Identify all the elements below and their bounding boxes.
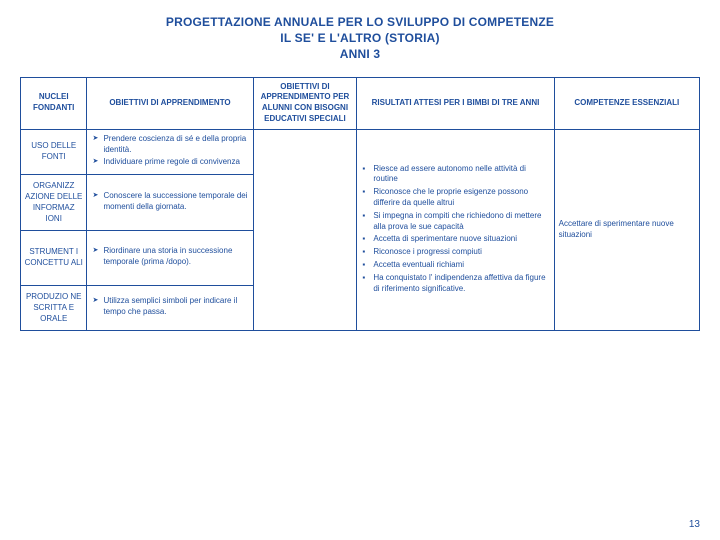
list-item: Individuare prime regole di convivenza xyxy=(92,157,247,168)
table-row: USO DELLE FONTI Prendere coscienza di sé… xyxy=(21,129,700,174)
page-title: PROGETTAZIONE ANNUALE PER LO SVILUPPO DI… xyxy=(20,14,700,63)
essenziali-text: Accettare di sperimentare nuove situazio… xyxy=(559,219,674,239)
title-line2: IL SE' E L'ALTRO (STORIA) xyxy=(280,31,439,45)
list-item: Si impegna in compiti che richiedono di … xyxy=(362,211,548,233)
title-line1: PROGETTAZIONE ANNUALE PER LO SVILUPPO DI… xyxy=(166,15,554,29)
page-number: 13 xyxy=(689,519,700,530)
list-item: Ha conquistato l' indipendenza affettiva… xyxy=(362,273,548,295)
list-item: Riesce ad essere autonomo nelle attività… xyxy=(362,164,548,186)
list-item: Conoscere la successione temporale dei m… xyxy=(92,191,247,213)
list-item: Accetta di sperimentare nuove situazioni xyxy=(362,234,548,245)
cell-obiettivi-r4: Utilizza semplici simboli per indicare i… xyxy=(87,285,253,330)
cell-essenziali: Accettare di sperimentare nuove situazio… xyxy=(554,129,699,331)
table-header-row: NUCLEI FONDANTI OBIETTIVI DI APPRENDIMEN… xyxy=(21,77,700,129)
header-obiettivi-speciali: OBIETTIVI DI APPRENDIMENTO PER ALUNNI CO… xyxy=(253,77,357,129)
list-item: Riordinare una storia in successione tem… xyxy=(92,246,247,268)
list-item: Prendere coscienza di sé e della propria… xyxy=(92,134,247,156)
list-item: Utilizza semplici simboli per indicare i… xyxy=(92,296,247,318)
rowhead-strumenti: STRUMENT I CONCETTU ALI xyxy=(21,231,87,286)
curriculum-table: NUCLEI FONDANTI OBIETTIVI DI APPRENDIMEN… xyxy=(20,77,700,332)
list-item: Accetta eventuali richiami xyxy=(362,260,548,271)
rowhead-uso-fonti: USO DELLE FONTI xyxy=(21,129,87,174)
rowhead-organizzazione: ORGANIZZ AZIONE DELLE INFORMAZ IONI xyxy=(21,175,87,231)
cell-speciali-empty xyxy=(253,129,357,331)
cell-obiettivi-r1: Prendere coscienza di sé e della propria… xyxy=(87,129,253,174)
title-line3: ANNI 3 xyxy=(340,47,381,61)
cell-obiettivi-r3: Riordinare una storia in successione tem… xyxy=(87,231,253,286)
list-item: Riconosce che le proprie esigenze posson… xyxy=(362,187,548,209)
cell-obiettivi-r2: Conoscere la successione temporale dei m… xyxy=(87,175,253,231)
cell-risultati: Riesce ad essere autonomo nelle attività… xyxy=(357,129,554,331)
rowhead-produzione: PRODUZIO NE SCRITTA E ORALE xyxy=(21,285,87,330)
header-competenze: COMPETENZE ESSENZIALI xyxy=(554,77,699,129)
header-nuclei: NUCLEI FONDANTI xyxy=(21,77,87,129)
list-item: Riconosce i progressi compiuti xyxy=(362,247,548,258)
header-risultati: RISULTATI ATTESI PER I BIMBI DI TRE ANNI xyxy=(357,77,554,129)
header-obiettivi: OBIETTIVI DI APPRENDIMENTO xyxy=(87,77,253,129)
